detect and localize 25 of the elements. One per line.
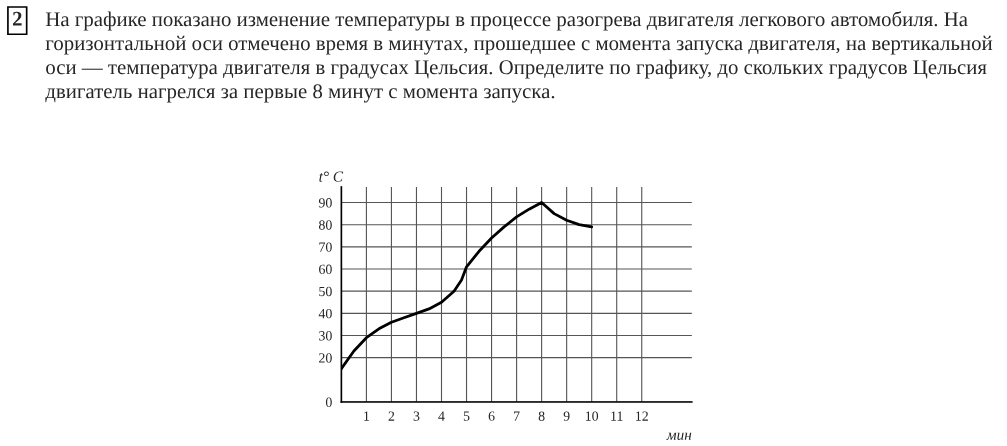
x-tick-label: 8 xyxy=(538,411,545,421)
x-tick-label: 1 xyxy=(364,411,370,421)
y-tick-label: 60 xyxy=(319,264,332,274)
y-tick-label: 40 xyxy=(318,308,332,319)
x-tick-label: 7 xyxy=(514,411,520,421)
x-tick-label: 10 xyxy=(585,411,599,421)
y-tick-label: 80 xyxy=(318,220,332,230)
y-tick-label: 90 xyxy=(318,198,332,208)
y-tick-label: 20 xyxy=(319,353,332,363)
y-tick-label: 30 xyxy=(319,331,332,341)
x-axis-title: мин xyxy=(666,432,692,440)
x-tick-label: 12 xyxy=(636,411,648,421)
x-tick-label: 11 xyxy=(611,411,623,421)
x-tick-label: 9 xyxy=(563,411,570,421)
x-tick-label: 6 xyxy=(488,411,495,421)
x-tick-label: 4 xyxy=(438,411,445,421)
y-tick-label: 0 xyxy=(325,397,332,407)
y-axis-title: t° C xyxy=(319,171,344,182)
y-tick-label: 50 xyxy=(319,286,332,297)
x-tick-label: 2 xyxy=(388,411,395,421)
y-tick-label: 70 xyxy=(319,242,332,252)
chart-title: На графике показано изменение температуры в процессе разогрева двигателя легкового автомобиля. На горизонтальной оси отмечено время в минутах, прошедшее с момента запуска двигателя, на вертикальной оси — температура двигателя в градусах Цельсия. Определите по графику, до скольких градусов Цельсия двигатель нагрелся за первые 8 минут с момента запуска. xyxy=(45,11,993,103)
text: 2 xyxy=(12,11,22,26)
x-tick-label: 3 xyxy=(413,411,420,421)
x-tick-label: 5 xyxy=(463,411,470,421)
